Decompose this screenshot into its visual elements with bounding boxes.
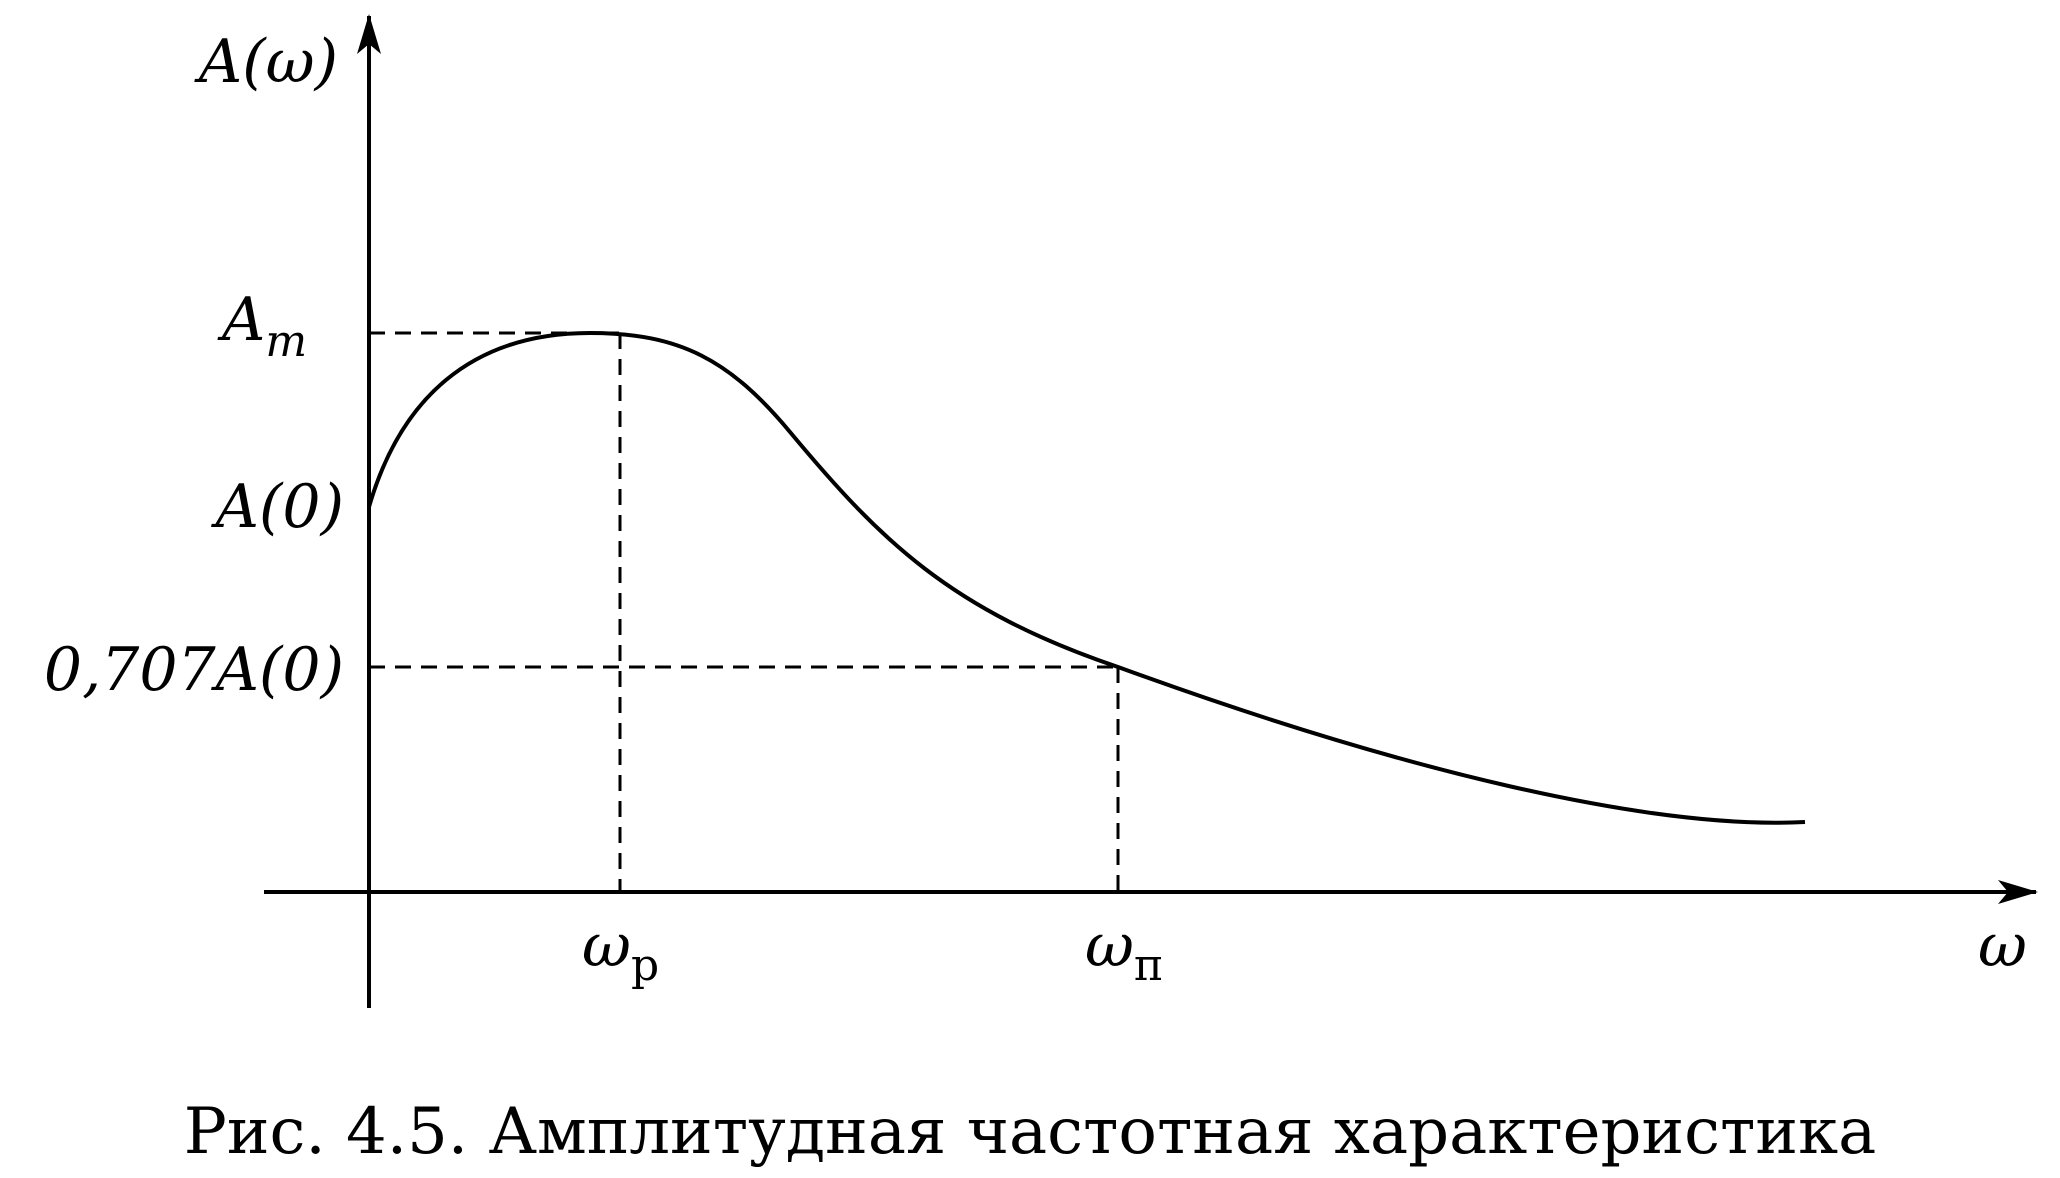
resonance-frequency-label: ωр: [582, 911, 659, 991]
zero-frequency-amplitude-label: A(0): [211, 472, 344, 542]
cutoff-frequency-label: ωп: [1085, 911, 1163, 991]
y-axis-title: A(ω): [194, 27, 338, 97]
cutoff-frequency-subscript: п: [1134, 940, 1163, 991]
x-axis-title: ω: [1978, 911, 2027, 981]
cutoff-level-label: 0,707A(0): [44, 635, 344, 705]
resonance-frequency-subscript: р: [631, 940, 659, 991]
amplitude-response-curve: [367, 330, 1806, 825]
peak-amplitude-subscript: m: [265, 316, 307, 367]
figure-caption: Рис. 4.5. Амплитудная частотная характер…: [183, 1095, 1877, 1169]
peak-amplitude-label: Am: [217, 285, 307, 367]
